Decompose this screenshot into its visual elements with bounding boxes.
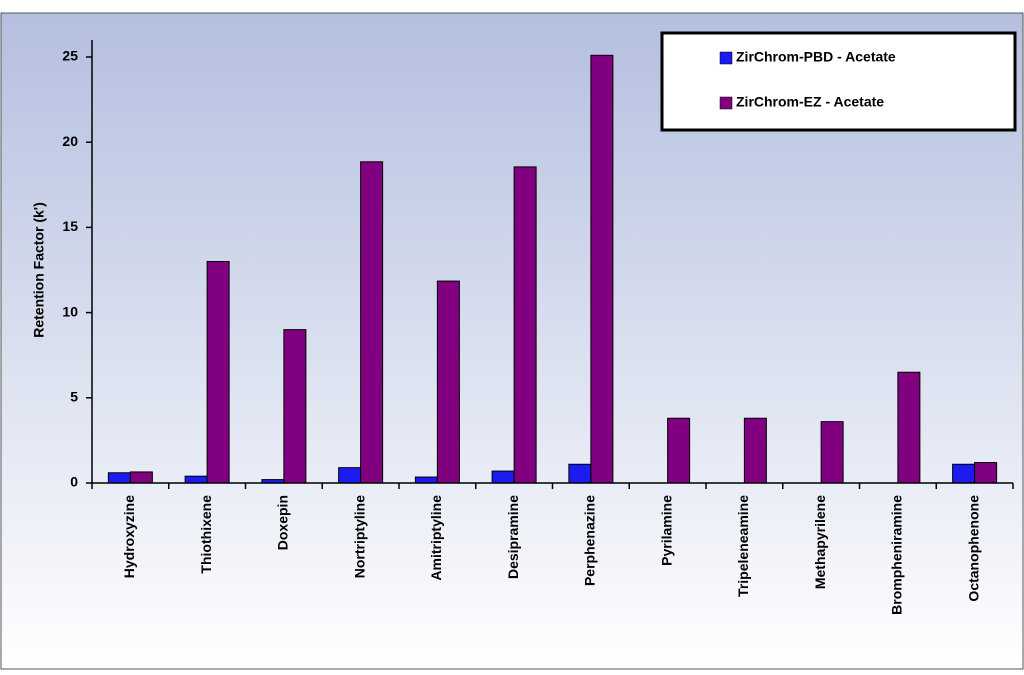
x-tick-label: Octanophenone	[965, 495, 981, 602]
y-tick-label: 5	[70, 389, 78, 405]
bar	[590, 54, 614, 484]
bar	[360, 161, 384, 484]
x-tick-label: Doxepin	[275, 495, 291, 550]
x-tick-label: Thiothixene	[198, 495, 214, 574]
y-tick-label: 20	[62, 133, 78, 149]
legend-label: ZirChrom-PBD - Acetate	[736, 49, 896, 65]
bar	[897, 371, 921, 484]
y-tick-label: 25	[62, 48, 78, 64]
x-tick-label: Desipramine	[505, 495, 521, 579]
x-tick-label: Hydroxyzine	[121, 495, 137, 578]
bar	[974, 462, 998, 484]
bar	[414, 476, 438, 484]
y-tick-label: 15	[62, 218, 78, 234]
bar	[129, 471, 153, 484]
bar	[820, 421, 844, 484]
x-tick-label: Pyrilamine	[658, 495, 674, 566]
x-tick-label: Perphenazine	[582, 495, 598, 586]
x-tick-label: Nortriptyline	[351, 495, 367, 578]
bar	[206, 260, 230, 484]
bar	[743, 417, 767, 484]
bar	[491, 470, 515, 484]
legend-box	[660, 31, 1017, 132]
legend-swatch	[719, 96, 733, 110]
legend-label: ZirChrom-EZ - Acetate	[736, 94, 884, 110]
bar	[338, 467, 362, 484]
bar	[436, 280, 460, 484]
y-tick-label: 10	[62, 303, 78, 319]
y-axis-label: Retention Factor (k')	[31, 202, 47, 338]
bar	[952, 463, 976, 484]
legend-swatch	[719, 51, 733, 65]
x-tick-label: Brompheniramine	[889, 495, 905, 615]
x-tick-label: Amitriptyline	[428, 495, 444, 581]
y-tick-label: 0	[70, 474, 78, 490]
x-tick-label: Methapyrilene	[812, 495, 828, 589]
bar	[667, 417, 691, 484]
bar	[283, 329, 307, 484]
bar	[184, 475, 208, 484]
bar	[513, 166, 537, 484]
bar	[568, 463, 592, 484]
bar	[107, 472, 131, 484]
x-tick-label: Tripeleneamine	[735, 495, 751, 597]
